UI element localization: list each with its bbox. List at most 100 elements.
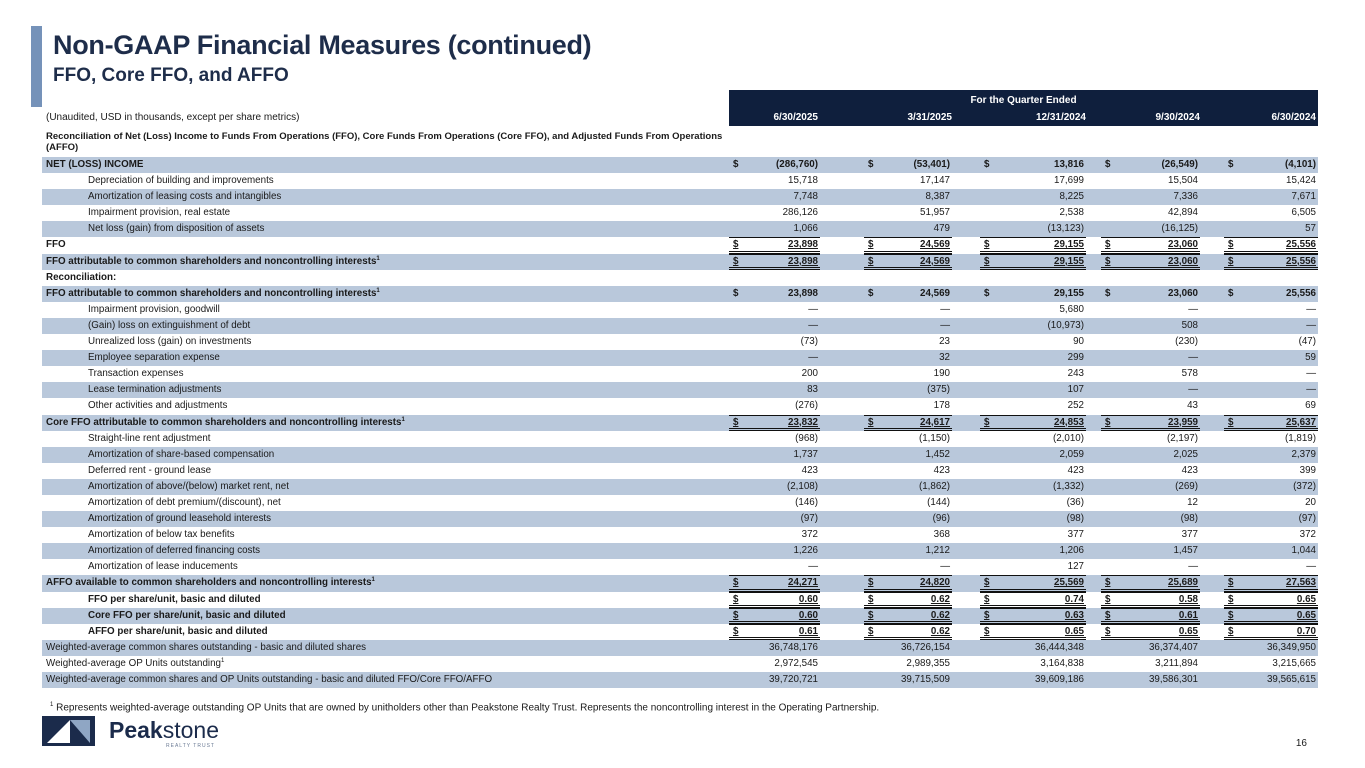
cell-value: (2,108) <box>786 480 818 492</box>
cell-value: 29,155 <box>1054 255 1084 267</box>
cell-value: 6,505 <box>1291 207 1316 219</box>
value-cell: $0.60 <box>729 607 820 624</box>
value-cell: $23,898 <box>729 286 820 302</box>
cell-value: 36,748,176 <box>768 641 818 653</box>
currency-symbol: $ <box>984 255 990 267</box>
cell-value: 17,699 <box>1054 175 1084 187</box>
table-row: Lease termination adjustments 83 (375) 107 —… <box>42 382 1318 399</box>
table-row: Amortization of leasing costs and intang… <box>42 189 1318 206</box>
footnote-marker: 1 <box>401 416 405 423</box>
table-row: Amortization of share-based compensation… <box>42 446 1318 463</box>
row-label-text: AFFO per share/unit, basic and diluted <box>88 625 268 637</box>
cell-value: 42,894 <box>1168 207 1198 219</box>
value-cell: (97) <box>729 511 820 527</box>
currency-symbol: $ <box>1228 159 1234 170</box>
value-cell: 7,748 <box>729 189 820 205</box>
value-cell: — <box>1224 559 1318 575</box>
value-cell: $24,569 <box>864 253 952 270</box>
cell-value: 0.62 <box>930 625 950 637</box>
cell-value: — <box>940 561 950 573</box>
currency-symbol: $ <box>984 625 990 637</box>
value-cell: — <box>1224 302 1318 318</box>
value-cell: $ (26,549) <box>1101 157 1200 173</box>
value-cell: — <box>1101 559 1200 575</box>
cell-value: 0.60 <box>798 609 818 621</box>
currency-symbol: $ <box>1105 625 1111 637</box>
value-cell: $29,155 <box>980 237 1086 254</box>
value-cell: — <box>864 318 952 334</box>
row-label: AFFO per share/unit, basic and diluted <box>88 624 268 640</box>
table-row: Amortization of ground leasehold interes… <box>42 511 1318 528</box>
value-cell: 508 <box>1101 318 1200 334</box>
cell-value: 39,586,301 <box>1148 674 1198 685</box>
value-cell: — <box>1224 318 1318 334</box>
currency-symbol: $ <box>868 239 874 251</box>
cell-value: (144) <box>927 496 950 508</box>
footnote-marker: 1 <box>50 702 54 708</box>
value-cell: $24,617 <box>864 414 952 431</box>
value-cell: 2,059 <box>980 447 1086 463</box>
currency-symbol: $ <box>984 287 990 299</box>
logo-text-light: stone <box>162 717 219 743</box>
value-cell: 8,387 <box>864 189 952 205</box>
row-label: Impairment provision, goodwill <box>88 302 220 318</box>
row-label: FFO <box>46 237 66 253</box>
cell-value: — <box>1306 561 1316 573</box>
row-label-text: Depreciation of building and improvement… <box>88 175 274 187</box>
value-cell: — <box>1101 302 1200 318</box>
value-cell: 39,609,186 <box>980 672 1086 688</box>
currency-symbol: $ <box>1228 287 1234 299</box>
row-label: Amortization of share-based compensation <box>88 447 274 463</box>
cell-value: 39,609,186 <box>1034 674 1084 685</box>
cell-value: 23,898 <box>788 287 818 299</box>
row-label-text: Employee separation expense <box>88 352 220 364</box>
footnote-marker: 1 <box>221 657 225 664</box>
row-label: Reconciliation: <box>46 270 116 286</box>
cell-value: 2,972,545 <box>774 657 818 669</box>
cell-value: 23,898 <box>788 239 818 251</box>
cell-value: 83 <box>807 384 818 396</box>
table-row: Deferred rent - ground lease 423 423 423 423… <box>42 463 1318 479</box>
reconciliation-table: NET (LOSS) INCOME $ (286,760) $ (53,401) $13,… <box>42 157 1318 689</box>
value-cell: (968) <box>729 431 820 447</box>
value-cell: 59 <box>1224 350 1318 366</box>
row-label-text: Amortization of deferred financing costs <box>88 545 261 557</box>
value-cell: 83 <box>729 382 820 398</box>
cell-value: 0.62 <box>930 609 950 621</box>
cell-value: (1,332) <box>1052 480 1084 492</box>
row-label-text: Amortization of debt premium/(discount),… <box>88 496 281 508</box>
row-label: Lease termination adjustments <box>88 382 221 398</box>
cell-value: 25,569 <box>1054 577 1084 589</box>
value-cell: $25,556 <box>1224 253 1318 270</box>
cell-value: 368 <box>933 529 950 541</box>
cell-value: 57 <box>1305 223 1316 235</box>
currency-symbol: $ <box>984 577 990 589</box>
row-label: FFO per share/unit, basic and diluted <box>88 592 261 608</box>
cell-value: 13,816 <box>1054 159 1084 170</box>
currency-symbol: $ <box>1105 609 1111 621</box>
cell-value: 372 <box>801 529 818 541</box>
row-label-text: FFO attributable to common shareholders … <box>46 255 377 267</box>
currency-symbol: $ <box>1228 416 1234 428</box>
cell-value: 15,424 <box>1286 175 1316 187</box>
table-row: AFFO available to common shareholders an… <box>42 575 1318 592</box>
value-cell: — <box>729 302 820 318</box>
value-cell: 17,699 <box>980 173 1086 189</box>
value-cell: 15,424 <box>1224 173 1318 189</box>
value-cell: (2,010) <box>980 431 1086 447</box>
cell-value: 423 <box>801 464 818 476</box>
row-label-text: Amortization of lease inducements <box>88 561 238 573</box>
table-row: Reconciliation: <box>42 270 1318 286</box>
value-cell: 6,505 <box>1224 205 1318 221</box>
value-cell: 2,972,545 <box>729 656 820 672</box>
value-cell: $29,155 <box>980 253 1086 270</box>
value-cell: 368 <box>864 527 952 543</box>
cell-value: 1,044 <box>1291 545 1316 557</box>
cell-value: 0.61 <box>1178 609 1198 621</box>
column-header: 3/31/2025 <box>907 112 953 123</box>
value-cell: — <box>1224 366 1318 382</box>
row-label-text: (Gain) loss on extinguishment of debt <box>88 319 251 331</box>
accent-bar <box>31 26 42 107</box>
row-label-text: Other activities and adjustments <box>88 400 228 412</box>
cell-value: 7,748 <box>793 191 818 203</box>
